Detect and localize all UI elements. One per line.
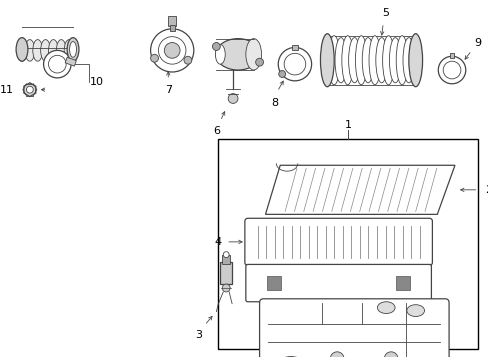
- Ellipse shape: [362, 38, 373, 83]
- Text: 4: 4: [214, 237, 222, 247]
- Circle shape: [269, 357, 312, 360]
- Bar: [448, 53, 453, 58]
- Circle shape: [442, 61, 460, 79]
- Ellipse shape: [43, 50, 71, 78]
- Circle shape: [278, 48, 311, 81]
- Ellipse shape: [245, 39, 261, 70]
- Bar: [222, 255, 230, 265]
- Bar: [218, 139, 477, 349]
- Circle shape: [164, 42, 180, 58]
- Bar: [169, 25, 174, 31]
- Circle shape: [158, 37, 185, 64]
- Ellipse shape: [402, 38, 414, 83]
- Ellipse shape: [341, 36, 353, 85]
- Ellipse shape: [41, 40, 50, 61]
- Circle shape: [183, 56, 191, 64]
- FancyBboxPatch shape: [259, 299, 448, 360]
- Circle shape: [150, 54, 158, 62]
- Ellipse shape: [409, 36, 421, 85]
- Bar: [291, 45, 297, 50]
- Circle shape: [150, 29, 193, 72]
- Text: 8: 8: [271, 98, 278, 108]
- Circle shape: [255, 58, 263, 66]
- Ellipse shape: [17, 40, 27, 61]
- Ellipse shape: [368, 36, 380, 85]
- Ellipse shape: [48, 55, 66, 73]
- Circle shape: [437, 56, 465, 84]
- Text: 3: 3: [195, 330, 202, 340]
- Bar: [168, 16, 176, 26]
- Ellipse shape: [33, 40, 42, 61]
- Circle shape: [222, 284, 230, 292]
- Ellipse shape: [321, 38, 332, 83]
- Ellipse shape: [25, 40, 35, 61]
- Bar: [220, 262, 232, 284]
- Ellipse shape: [395, 36, 407, 85]
- Ellipse shape: [408, 34, 422, 87]
- Circle shape: [278, 71, 285, 77]
- Text: 10: 10: [89, 77, 103, 87]
- Text: 7: 7: [164, 85, 171, 95]
- Ellipse shape: [64, 40, 74, 61]
- Circle shape: [384, 352, 397, 360]
- Circle shape: [223, 252, 229, 257]
- Ellipse shape: [56, 40, 66, 61]
- Ellipse shape: [355, 36, 366, 85]
- Ellipse shape: [348, 38, 360, 83]
- Ellipse shape: [382, 36, 394, 85]
- FancyBboxPatch shape: [245, 265, 430, 302]
- Circle shape: [228, 94, 238, 103]
- Text: 6: 6: [212, 126, 220, 136]
- Ellipse shape: [48, 40, 58, 61]
- Ellipse shape: [320, 34, 333, 87]
- Text: 9: 9: [473, 37, 480, 48]
- FancyBboxPatch shape: [244, 218, 431, 265]
- Ellipse shape: [406, 305, 424, 316]
- Ellipse shape: [388, 38, 400, 83]
- Circle shape: [329, 352, 344, 360]
- Ellipse shape: [16, 38, 28, 61]
- Ellipse shape: [375, 38, 387, 83]
- Ellipse shape: [69, 41, 76, 57]
- Ellipse shape: [216, 39, 260, 70]
- Ellipse shape: [327, 36, 339, 85]
- Circle shape: [26, 86, 33, 93]
- Ellipse shape: [67, 38, 79, 61]
- Polygon shape: [265, 165, 454, 214]
- Text: 5: 5: [381, 8, 388, 18]
- Text: 11: 11: [0, 85, 14, 95]
- Bar: [267, 276, 281, 290]
- Ellipse shape: [215, 45, 225, 64]
- Ellipse shape: [334, 38, 346, 83]
- Bar: [395, 276, 409, 290]
- Bar: [65, 57, 76, 66]
- Text: 1: 1: [344, 120, 351, 130]
- Circle shape: [212, 42, 220, 50]
- Circle shape: [284, 53, 305, 75]
- Ellipse shape: [377, 302, 394, 314]
- Text: 2: 2: [484, 185, 488, 195]
